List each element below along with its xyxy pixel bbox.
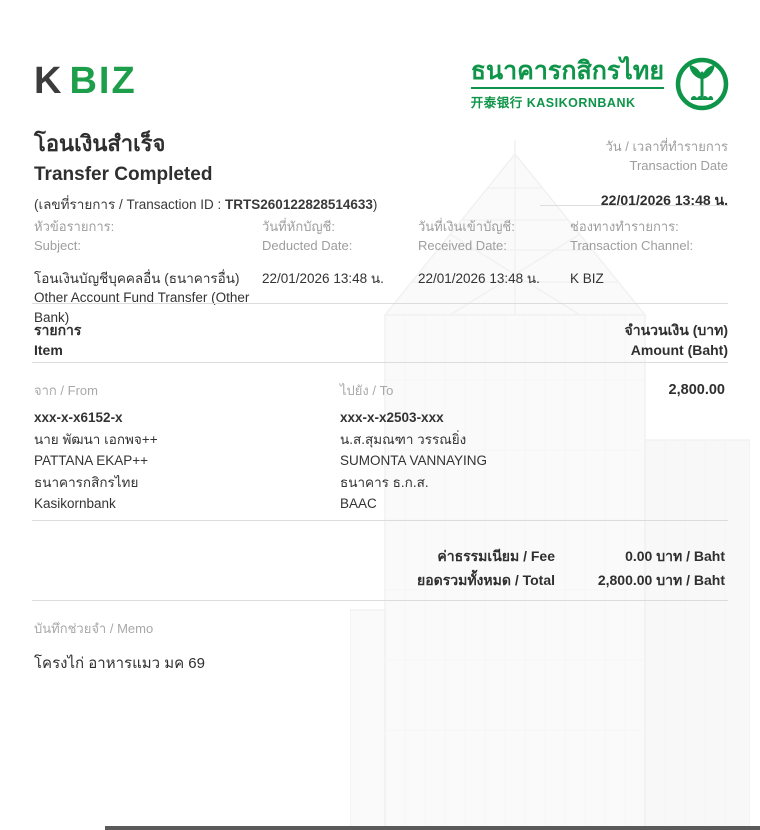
deducted-date-label-thai: วันที่หักบัญชี: [262, 219, 335, 234]
transaction-date-label-thai: วัน / เวลาที่ทำรายการ [605, 139, 728, 154]
bank-logo-rule [470, 87, 664, 90]
amount-header-thai: จำนวนเงิน (บาท) [624, 322, 728, 338]
from-party: จาก / From xxx-x-x6152-x นาย พัฒนา เอกพจ… [34, 380, 324, 515]
fee-label: ค่าธรรมเนียม / Fee [437, 548, 555, 564]
deducted-date-value: 22/01/2026 13:48 น. [262, 270, 384, 286]
kasikornbank-sprout-icon [675, 57, 729, 111]
to-name-english: SUMONTA VANNAYING [340, 453, 488, 468]
to-bank-thai: ธนาคาร ธ.ก.ส. [340, 474, 429, 490]
item-header-row: รายการ Item จำนวนเงิน (บาท) Amount (Baht… [34, 320, 728, 361]
to-party: ไปยัง / To xxx-x-x2503-xxx น.ส.สุมณฑา วร… [340, 380, 630, 515]
kbiz-logo: K BIZ [34, 62, 137, 100]
divider-above-memo [32, 600, 728, 601]
from-account-number: xxx-x-x6152-x [34, 410, 123, 425]
date-divider [540, 205, 728, 206]
from-name-thai: นาย พัฒนา เอกพจ++ [34, 431, 158, 447]
subject-column: หัวข้อรายการ: Subject: โอนเงินบัญชีบุคคล… [34, 218, 262, 327]
deducted-date-label-english: Deducted Date: [262, 237, 353, 253]
subject-value-english: Other Account Fund Transfer (Other Bank) [34, 290, 250, 325]
kasikornbank-logo-text: ธนาคารกสิกรไทย 开泰银行 KASIKORNBANK [470, 56, 664, 112]
transaction-date-label-english: Transaction Date [629, 157, 728, 173]
subject-label-english: Subject: [34, 237, 81, 253]
transaction-id-line: (เลขที่รายการ / Transaction ID : TRTS260… [34, 193, 377, 215]
channel-column: ช่องทางทำรายการ: Transaction Channel: K … [570, 218, 728, 327]
transaction-id-prefix: (เลขที่รายการ / Transaction ID : [34, 197, 226, 212]
to-label: ไปยัง / To [340, 383, 394, 398]
from-name-english: PATTANA EKAP++ [34, 453, 149, 468]
from-bank-english: Kasikornbank [34, 496, 116, 511]
amount-header-english: Amount (Baht) [630, 342, 728, 359]
fee-value: 0.00 บาท / Baht [625, 548, 725, 564]
page-title-thai: โอนเงินสำเร็จ [34, 131, 166, 156]
kbiz-logo-k: K [34, 60, 64, 102]
item-header-thai: รายการ [34, 322, 82, 338]
channel-label-english: Transaction Channel: [570, 237, 694, 253]
total-value: 2,800.00 บาท / Baht [597, 572, 725, 588]
received-date-column: วันที่เงินเข้าบัญชี: Received Date: 22/0… [418, 218, 570, 327]
transaction-date-block: วัน / เวลาที่ทำรายการ Transaction Date 2… [601, 138, 728, 212]
received-date-label-english: Received Date: [418, 237, 507, 253]
to-account-number: xxx-x-x2503-xxx [340, 410, 444, 425]
kasikornbank-logo: ธนาคารกสิกรไทย 开泰银行 KASIKORNBANK [470, 56, 730, 112]
title-block: โอนเงินสำเร็จ Transfer Completed (เลขที่… [34, 126, 377, 215]
subject-label-thai: หัวข้อรายการ: [34, 219, 115, 234]
received-date-label-thai: วันที่เงินเข้าบัญชี: [418, 219, 515, 234]
memo-value: โครงไก่ อาหารแมว มค 69 [34, 655, 205, 672]
info-row: หัวข้อรายการ: Subject: โอนเงินบัญชีบุคคล… [34, 218, 728, 327]
bank-name-subtitle: 开泰银行 KASIKORNBANK [470, 96, 636, 111]
bottom-edge-bar [105, 826, 760, 830]
received-date-value: 22/01/2026 13:48 น. [418, 270, 540, 286]
item-header: รายการ Item [34, 320, 81, 361]
divider-above-item-header [32, 303, 728, 304]
subject-value: โอนเงินบัญชีบุคคลอื่น (ธนาคารอื่น) Other… [34, 269, 262, 328]
deducted-date-column: วันที่หักบัญชี: Deducted Date: 22/01/202… [262, 218, 418, 327]
memo-block: บันทึกช่วยจำ / Memo โครงไก่ อาหารแมว มค … [34, 618, 205, 675]
from-label: จาก / From [34, 383, 98, 398]
page-title-english: Transfer Completed [34, 164, 213, 185]
to-name-thai: น.ส.สุมณฑา วรรณยิ่ง [340, 431, 467, 447]
to-bank-english: BAAC [340, 496, 377, 511]
channel-value: K BIZ [570, 270, 604, 286]
amount-header: จำนวนเงิน (บาท) Amount (Baht) [625, 320, 728, 361]
divider-above-totals [32, 520, 728, 521]
memo-label: บันทึกช่วยจำ / Memo [34, 621, 154, 636]
transfer-amount: 2,800.00 [668, 382, 725, 398]
item-header-english: Item [34, 342, 63, 359]
from-bank-thai: ธนาคารกสิกรไทย [34, 474, 139, 490]
transaction-date-value: 22/01/2026 13:48 น. [600, 191, 728, 208]
divider-below-item-header [32, 362, 728, 363]
transaction-id: TRTS260122828514633 [225, 197, 373, 212]
bank-name-thai: ธนาคารกสิกรไทย [470, 56, 664, 85]
transaction-id-suffix: ) [372, 197, 378, 212]
channel-label-thai: ช่องทางทำรายการ: [570, 219, 679, 234]
total-label: ยอดรวมทั้งหมด / Total [417, 572, 555, 588]
subject-value-thai: โอนเงินบัญชีบุคคลอื่น (ธนาคารอื่น) [34, 270, 240, 286]
kbiz-logo-biz: BIZ [69, 60, 137, 102]
